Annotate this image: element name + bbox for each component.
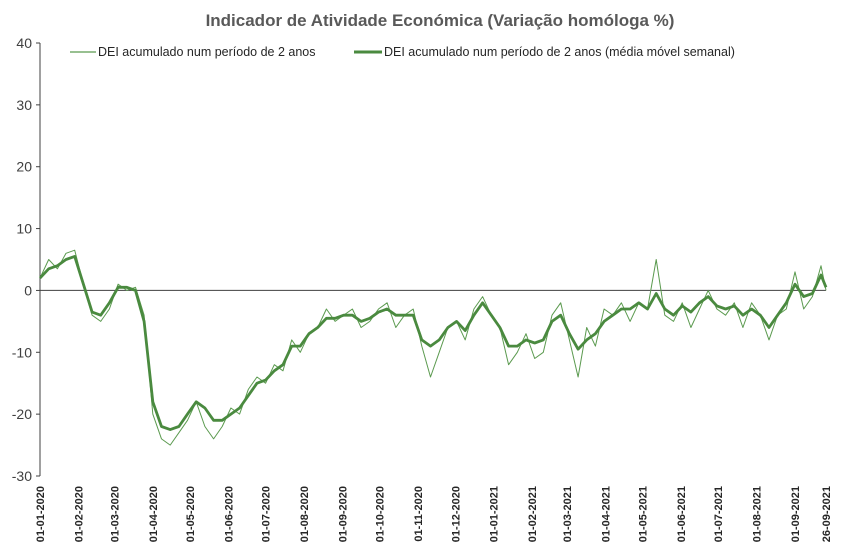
x-tick-label: 01-07-2020	[261, 486, 273, 542]
x-tick-label: 01-04-2020	[148, 486, 160, 542]
x-tick-label: 01-04-2021	[600, 486, 612, 542]
chart-title: Indicador de Atividade Económica (Variaç…	[206, 11, 675, 30]
y-tick-label: 20	[16, 159, 32, 175]
x-tick-label: 01-05-2020	[185, 486, 197, 542]
y-tick-label: -10	[12, 344, 32, 360]
x-tick-label: 01-01-2020	[35, 486, 47, 542]
x-tick-label: 01-10-2020	[375, 486, 387, 542]
y-tick-label: 30	[16, 97, 32, 113]
x-tick-label: 01-06-2021	[676, 486, 688, 542]
x-tick-label: 01-01-2021	[489, 486, 501, 542]
y-tick-label: 0	[24, 282, 32, 298]
series-line-1	[39, 249, 827, 446]
x-tick-label: 01-09-2021	[790, 486, 802, 542]
y-tick-label: -30	[12, 468, 32, 484]
x-tick-label: 01-03-2021	[562, 486, 574, 542]
y-axis: -30 -20 -10 0 10 20 30 40	[12, 35, 826, 484]
legend-label-series-1: DEI acumulado num período de 2 anos	[98, 45, 316, 59]
y-tick-label: 40	[16, 35, 32, 51]
x-tick-label: 01-12-2020	[450, 486, 462, 542]
legend-label-series-2: DEI acumulado num período de 2 anos (méd…	[384, 45, 735, 59]
x-tick-label: 01-11-2020	[413, 486, 425, 542]
x-tick-label: 01-06-2020	[223, 486, 235, 542]
legend: DEI acumulado num período de 2 anos DEI …	[70, 45, 735, 59]
y-tick-label: 10	[16, 221, 32, 237]
x-tick-label: 01-08-2021	[752, 486, 764, 542]
series-layer	[38, 249, 828, 446]
x-tick-label: 26-09-2021	[821, 486, 833, 542]
series-line-2	[38, 254, 828, 432]
x-axis: 01-01-2020 01-02-2020 01-03-2020 01-04-2020…	[35, 486, 833, 542]
x-tick-label: 01-02-2020	[73, 486, 85, 542]
y-tick-label: -20	[12, 406, 32, 422]
x-tick-label: 01-08-2020	[299, 486, 311, 542]
x-tick-label: 01-07-2021	[713, 486, 725, 542]
x-tick-label: 01-02-2021	[527, 486, 539, 542]
x-tick-label: 01-03-2020	[109, 486, 121, 542]
x-tick-label: 01-09-2020	[337, 486, 349, 542]
x-tick-label: 01-05-2021	[638, 486, 650, 542]
